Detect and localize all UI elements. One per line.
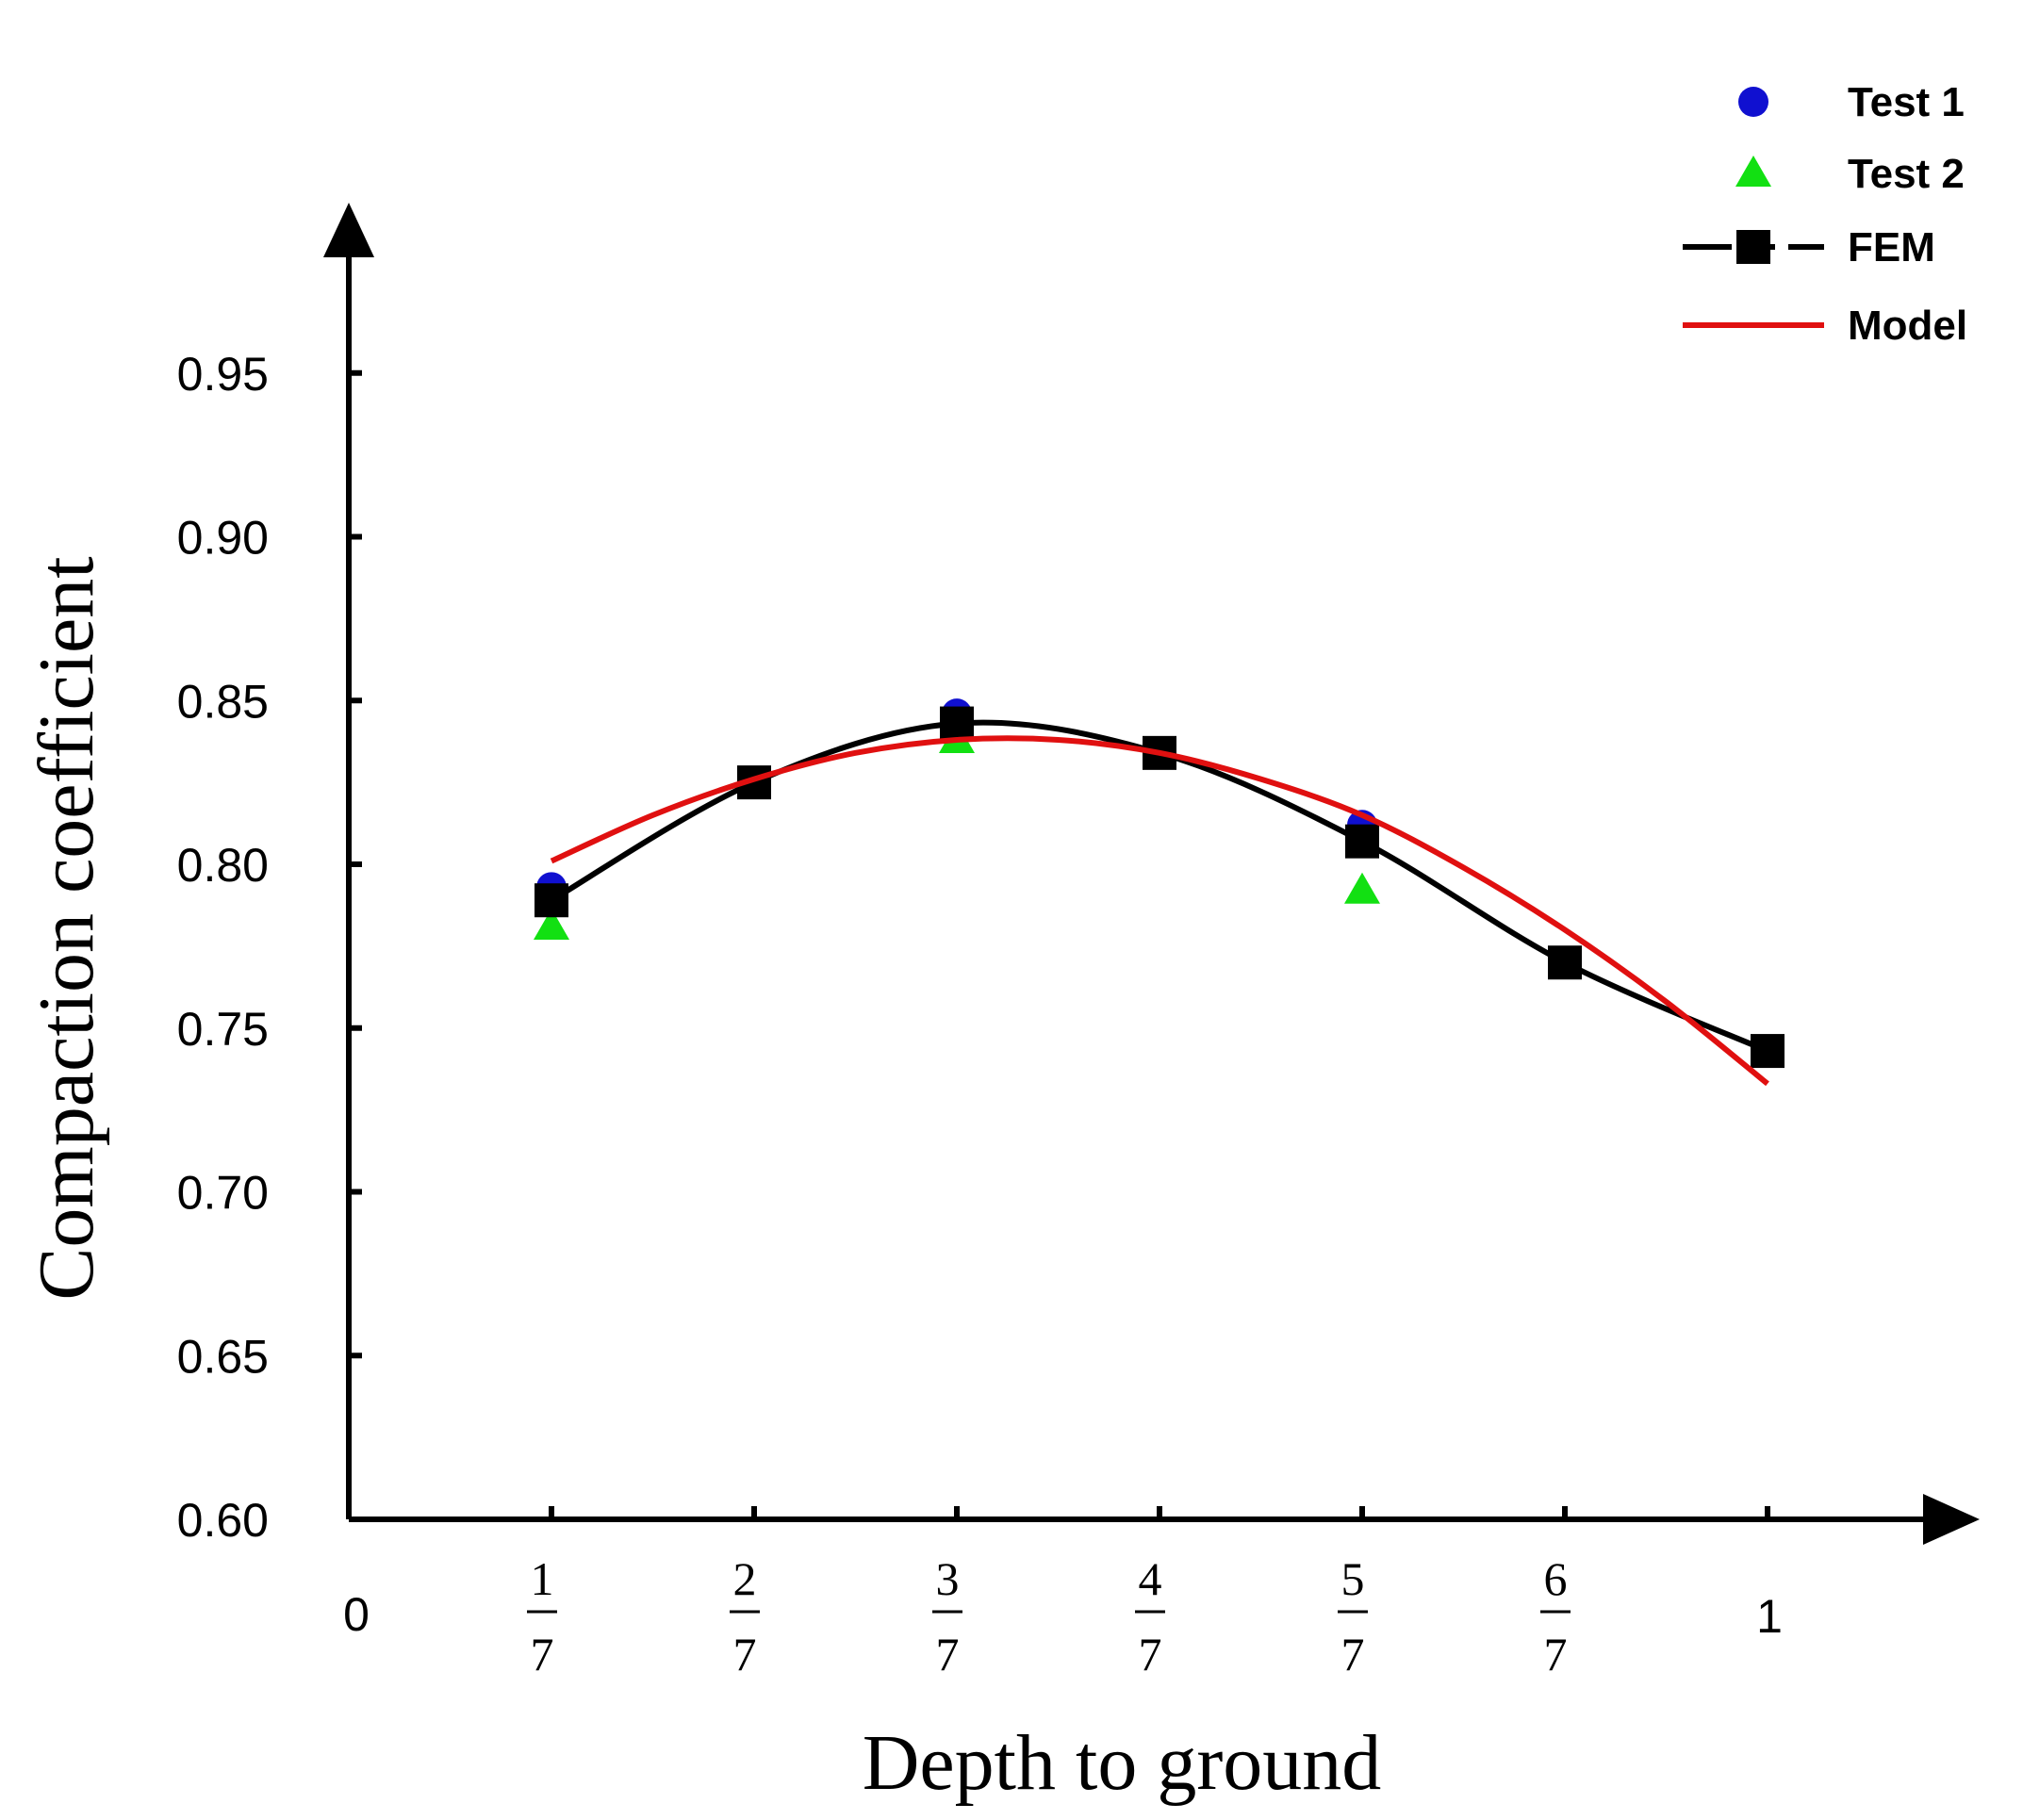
x-tick-denominator: 7	[733, 1628, 757, 1681]
x-tick-denominator: 7	[1139, 1628, 1162, 1681]
y-ticks: 0.60 0.65 0.70 0.75 0.80 0.85 0.90 0.95	[177, 348, 362, 1547]
y-tick-label: 0.85	[177, 675, 269, 728]
legend-test1-marker	[1738, 87, 1768, 117]
y-tick-label: 0.65	[177, 1330, 269, 1383]
x-tick-denominator: 7	[936, 1628, 960, 1681]
legend-fem-marker	[1736, 230, 1770, 264]
legend-item-test-1: Test 1	[1738, 79, 1965, 125]
model-line	[550, 735, 1769, 1087]
x-tick-numerator: 6	[1544, 1552, 1568, 1605]
fem-point	[1548, 945, 1582, 980]
test2-point	[534, 909, 569, 941]
y-tick-label: 0.80	[177, 839, 269, 892]
x-axis-arrow	[1923, 1494, 1980, 1545]
legend-label: Test 2	[1848, 151, 1965, 197]
x-tick-denominator: 7	[531, 1628, 554, 1681]
x-tick-numerator: 2	[733, 1552, 757, 1605]
x-axis-title: Depth to ground	[863, 1719, 1382, 1807]
legend-label: Test 1	[1848, 79, 1965, 125]
y-tick-label: 0.75	[177, 1003, 269, 1056]
test2-point	[1344, 872, 1380, 904]
x-tick-numerator: 3	[936, 1552, 960, 1605]
series-fem	[535, 706, 1785, 1069]
y-tick-label: 0.90	[177, 512, 269, 565]
fem-line	[550, 719, 1769, 1054]
x-origin-label: 0	[343, 1588, 370, 1641]
y-tick-label: 0.95	[177, 348, 269, 401]
y-axis-title: Compaction coefficient	[23, 556, 110, 1300]
series-model	[550, 735, 1769, 1087]
x-tick-label: 1	[1756, 1590, 1783, 1643]
legend-label: FEM	[1848, 224, 1935, 271]
x-tick-numerator: 5	[1341, 1552, 1365, 1605]
y-tick-label: 0.70	[177, 1167, 269, 1220]
legend-item-fem: FEM	[1683, 224, 1935, 271]
legend-item-model: Model	[1683, 303, 1967, 349]
legend-test2-marker	[1735, 156, 1771, 187]
x-ticks: 1 7 2 7 3 7 4 7 5 7 6 7 1	[527, 1506, 1783, 1681]
fem-point	[940, 706, 974, 741]
fem-point	[535, 883, 568, 918]
x-tick-denominator: 7	[1544, 1628, 1568, 1681]
x-tick-numerator: 1	[531, 1552, 554, 1605]
fem-point	[1751, 1034, 1785, 1069]
legend-item-test-2: Test 2	[1735, 151, 1965, 197]
x-tick-denominator: 7	[1341, 1628, 1365, 1681]
fem-point	[1345, 824, 1379, 859]
y-axis-arrow	[323, 203, 374, 257]
x-tick-numerator: 4	[1139, 1552, 1162, 1605]
legend-label: Model	[1848, 303, 1967, 349]
axes	[323, 203, 1980, 1545]
legend: Test 1 Test 2 FEM Model	[1683, 79, 1967, 349]
y-tick-label: 0.60	[177, 1494, 269, 1547]
series-layer	[534, 698, 1785, 1087]
